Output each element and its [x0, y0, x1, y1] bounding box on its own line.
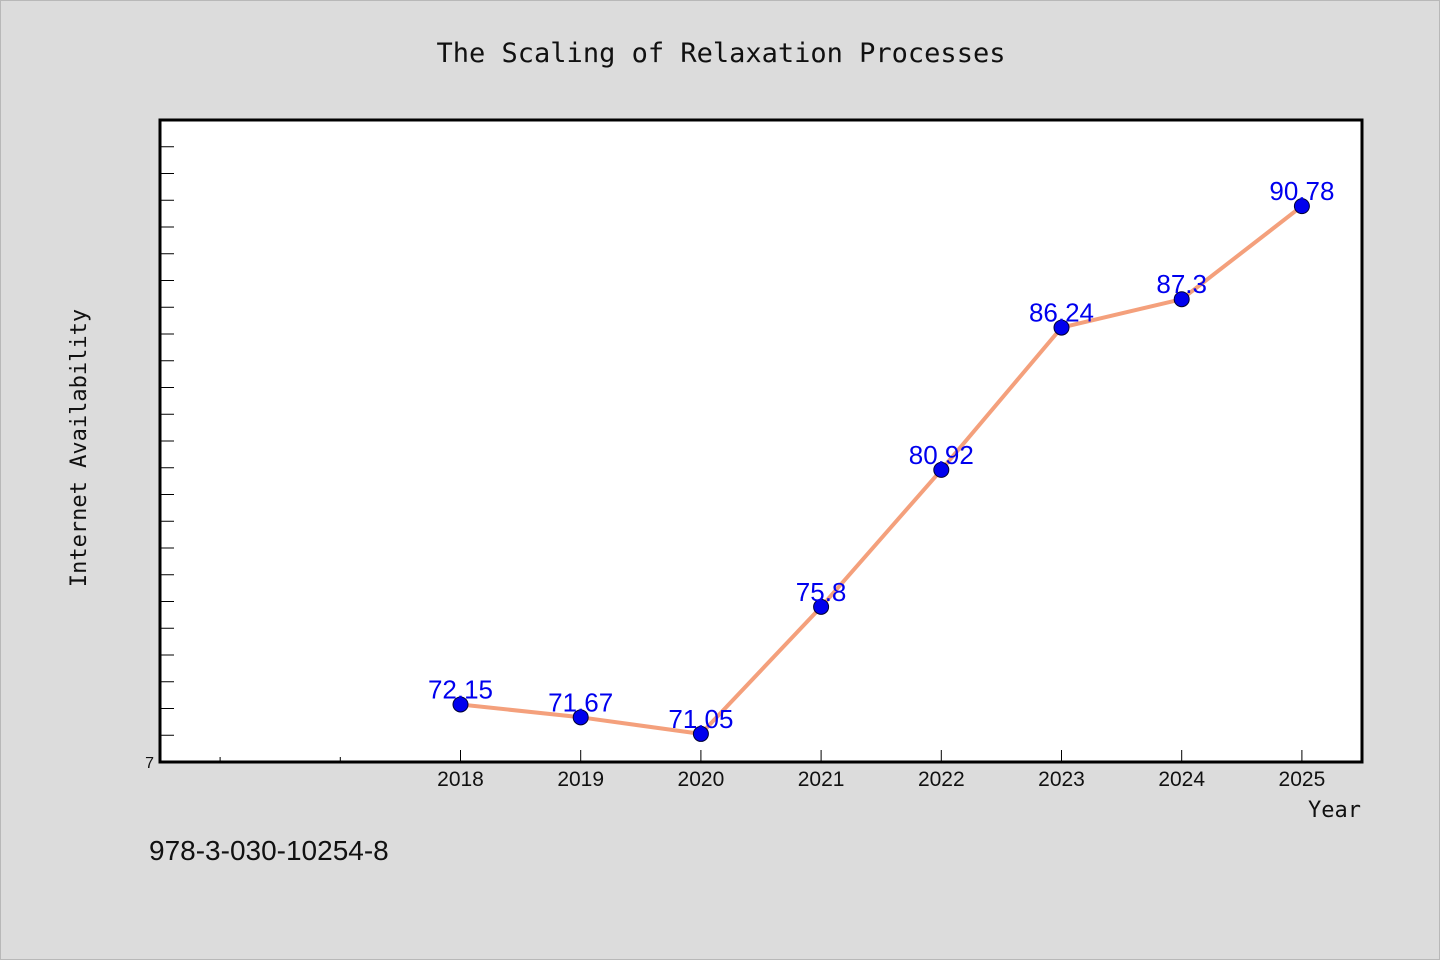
x-tick-label: 2020 [678, 768, 725, 791]
x-axis-title: Year [1308, 798, 1361, 823]
data-labels: 72.15 71.67 71.05 75.8 80.92 86.24 87.3 90.78 [428, 176, 1334, 734]
data-point [1173, 291, 1190, 308]
y-axis-ticks: 7 [145, 146, 174, 772]
data-point [692, 725, 709, 742]
x-tick-label: 2018 [437, 768, 484, 791]
data-label: 80.92 [909, 440, 974, 470]
data-label: 90.78 [1269, 176, 1334, 206]
chart-title: The Scaling of Relaxation Processes [437, 38, 1006, 69]
x-axis-ticks: 2018 2019 2020 2021 2022 2023 2024 2025 [219, 750, 1326, 791]
x-tick-label: 2021 [798, 768, 845, 791]
plot-area [158, 118, 1364, 764]
data-label: 72.15 [428, 674, 493, 704]
y-axis-title: Internet Availability [67, 309, 92, 587]
data-label: 87.3 [1156, 269, 1207, 299]
data-points [452, 198, 1310, 742]
data-label: 71.05 [668, 704, 733, 734]
data-point [1293, 198, 1310, 215]
x-tick-label: 2025 [1279, 768, 1326, 791]
data-point [933, 461, 950, 478]
x-tick-label: 2024 [1158, 768, 1205, 791]
x-tick-label: 2023 [1038, 768, 1085, 791]
x-tick-label: 2022 [918, 768, 965, 791]
data-label: 86.24 [1029, 298, 1094, 328]
data-label: 71.67 [548, 687, 613, 717]
y-tick-label: 7 [145, 755, 154, 772]
series-line [458, 204, 1304, 736]
data-point [813, 598, 830, 615]
data-point [572, 709, 589, 726]
footer-code: 978-3-030-10254-8 [149, 835, 389, 866]
x-tick-label: 2019 [557, 768, 604, 791]
data-point [452, 696, 469, 713]
data-label: 75.8 [796, 577, 847, 607]
data-point [1053, 319, 1070, 336]
